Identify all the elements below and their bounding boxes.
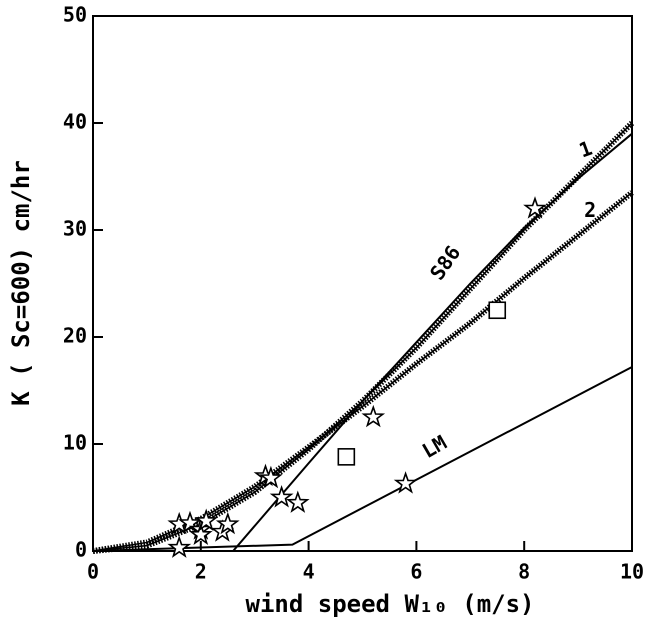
x-tick-label: 8 <box>518 560 530 584</box>
series-label: S86 <box>425 241 465 284</box>
y-tick-label: 30 <box>63 217 87 241</box>
y-axis-label: K ( Sc=600) cm/hr <box>7 160 35 406</box>
star-marker <box>361 404 386 428</box>
y-tick-label: 50 <box>63 3 87 27</box>
star-marker <box>194 508 219 532</box>
star-marker <box>393 471 418 494</box>
series-line <box>232 132 633 552</box>
y-tick-label: 40 <box>63 110 87 134</box>
series-label: LM <box>418 430 451 463</box>
series-line-core <box>92 122 633 552</box>
star-marker <box>259 465 283 489</box>
star-marker <box>188 522 213 545</box>
x-tick-label: 6 <box>410 560 422 584</box>
star-marker <box>269 485 294 508</box>
star-marker <box>215 511 240 535</box>
square-marker <box>488 301 507 320</box>
series-line <box>92 120 635 554</box>
y-tick-label: 10 <box>63 431 87 455</box>
x-tick-label: 0 <box>87 560 99 584</box>
series-line <box>92 366 633 552</box>
x-tick-label: 10 <box>620 560 644 584</box>
x-axis-label: wind speed W₁₀ (m/s) <box>246 590 535 618</box>
series-label: 1 <box>576 136 596 163</box>
plot-frame <box>92 15 633 552</box>
series-line-core <box>92 191 633 552</box>
star-marker <box>167 535 192 558</box>
x-tick-label: 2 <box>195 560 207 584</box>
star-marker <box>523 196 547 219</box>
y-tick-label: 0 <box>75 538 87 562</box>
square-marker <box>337 448 356 466</box>
series-line <box>92 190 634 554</box>
star-marker <box>285 490 310 513</box>
star-marker <box>178 510 202 534</box>
x-tick-label: 4 <box>303 560 315 584</box>
y-tick-label: 20 <box>63 324 87 348</box>
series-label: 2 <box>584 198 596 222</box>
